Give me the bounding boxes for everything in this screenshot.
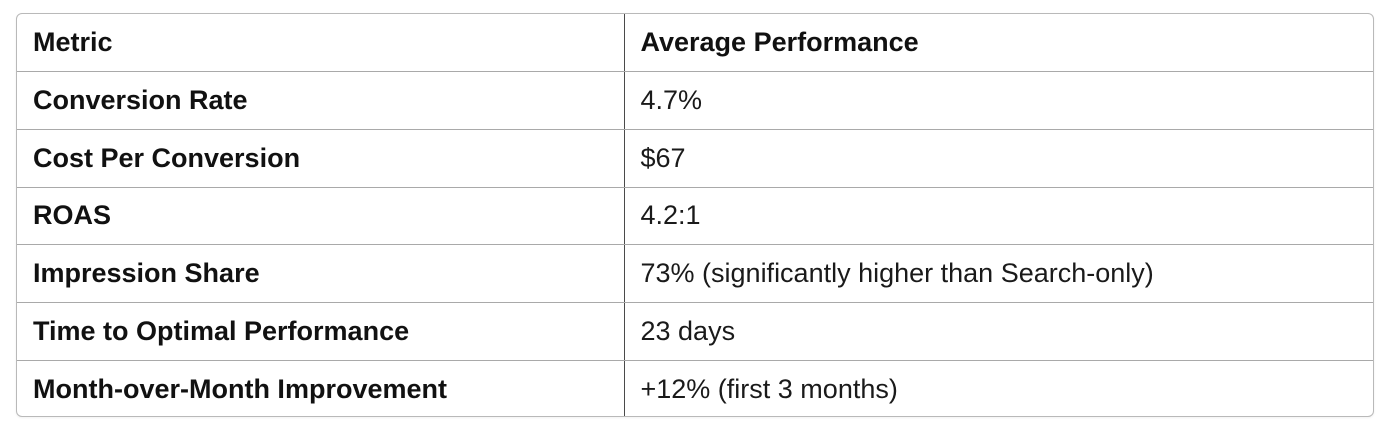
metric-cell: ROAS — [17, 187, 625, 246]
value-cell: 4.7% — [624, 71, 1373, 130]
metric-cell: Cost Per Conversion — [17, 129, 625, 188]
metric-cell: Impression Share — [17, 244, 625, 303]
metric-cell: Time to Optimal Performance — [17, 302, 625, 361]
value-cell: $67 — [624, 129, 1373, 188]
table-row: ROAS 4.2:1 — [17, 187, 1373, 246]
table-row: Conversion Rate 4.7% — [17, 71, 1373, 130]
table-row: Time to Optimal Performance 23 days — [17, 302, 1373, 361]
table-row: Month-over-Month Improvement +12% (first… — [17, 360, 1373, 416]
table-row: Impression Share 73% (significantly high… — [17, 244, 1373, 303]
value-cell: 4.2:1 — [624, 187, 1373, 246]
performance-table-container: Metric Average Performance Conversion Ra… — [16, 13, 1374, 417]
column-header-average-performance: Average Performance — [624, 14, 1373, 73]
table-row: Cost Per Conversion $67 — [17, 129, 1373, 188]
table-header-row: Metric Average Performance — [17, 14, 1373, 73]
performance-table: Metric Average Performance Conversion Ra… — [17, 14, 1373, 416]
value-cell: 73% (significantly higher than Search-on… — [624, 244, 1373, 303]
value-cell: +12% (first 3 months) — [640, 373, 898, 404]
metric-cell: Month-over-Month Improvement — [17, 360, 625, 416]
metric-cell: Conversion Rate — [17, 71, 625, 130]
value-cell: 23 days — [624, 302, 1373, 361]
column-header-metric: Metric — [17, 14, 625, 73]
